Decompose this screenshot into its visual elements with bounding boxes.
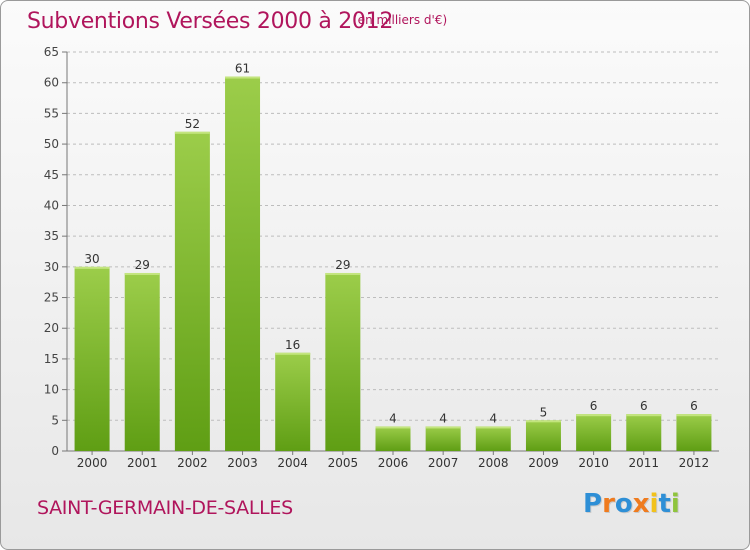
data-label: 29 [135,258,150,272]
y-tick-label: 65 [44,45,59,59]
bar [74,266,110,451]
logo-letter: t [658,489,671,519]
logo-letter: i [649,489,659,519]
bar-highlight [174,131,210,134]
bar [576,414,612,451]
bar-highlight [325,272,361,275]
x-tick-label: 2002 [177,456,208,470]
bar-highlight [275,352,311,355]
bar-highlight [124,272,160,275]
chart-unit-note: (en milliers d'€) [353,13,448,27]
data-label: 6 [690,399,698,413]
y-tick-label: 55 [44,106,59,120]
data-label: 6 [640,399,648,413]
data-label: 4 [439,411,447,425]
x-tick-label: 2005 [328,456,359,470]
proxiti-logo[interactable]: Proxiti [583,489,680,519]
data-label: 52 [185,117,200,131]
y-tick-label: 5 [51,413,59,427]
x-tick-label: 2007 [428,456,459,470]
data-label: 30 [84,252,99,266]
bar [425,426,461,451]
bar-highlight [626,414,662,417]
bar [525,420,561,451]
y-tick-label: 10 [44,383,59,397]
bar-highlight [525,420,561,423]
bar [475,426,511,451]
y-tick-label: 50 [44,137,59,151]
logo-letter: i [670,489,680,519]
bar [375,426,411,451]
logo-letter: r [602,489,615,519]
bar-highlight [425,426,461,429]
logo-letter: P [583,489,603,519]
x-tick-label: 2000 [77,456,108,470]
bar-highlight [375,426,411,429]
y-tick-label: 30 [44,260,59,274]
bar-highlight [475,426,511,429]
y-tick-label: 0 [51,444,59,458]
bar-highlight [225,76,261,79]
bar [626,414,662,451]
x-tick-label: 2003 [227,456,258,470]
y-tick-label: 25 [44,291,59,305]
y-tick-label: 45 [44,168,59,182]
x-tick-label: 2001 [127,456,158,470]
x-tick-label: 2006 [378,456,409,470]
y-tick-label: 20 [44,321,59,335]
commune-name: SAINT-GERMAIN-DE-SALLES [37,497,293,519]
x-tick-label: 2004 [277,456,308,470]
data-label: 29 [335,258,350,272]
y-tick-label: 35 [44,229,59,243]
bar [225,76,261,452]
logo-letter: o [614,489,633,519]
x-tick-label: 2012 [679,456,710,470]
bar [275,352,311,451]
data-label: 5 [540,405,548,419]
bar [124,272,160,451]
data-label: 6 [590,399,598,413]
data-label: 4 [389,411,397,425]
y-tick-label: 40 [44,198,59,212]
x-tick-label: 2010 [578,456,609,470]
x-tick-label: 2009 [528,456,559,470]
chart-title: Subventions Versées 2000 à 2012 [27,9,394,34]
y-tick-label: 15 [44,352,59,366]
bar [676,414,712,451]
bar [325,272,361,451]
logo-letter: x [632,489,650,519]
x-tick-label: 2008 [478,456,509,470]
data-label: 4 [489,411,497,425]
y-tick-label: 60 [44,76,59,90]
bar-highlight [676,414,712,417]
bar-highlight [576,414,612,417]
x-tick-label: 2011 [628,456,659,470]
bar-highlight [74,266,110,269]
data-label: 16 [285,338,300,352]
data-label: 61 [235,62,250,76]
bar [174,131,210,452]
